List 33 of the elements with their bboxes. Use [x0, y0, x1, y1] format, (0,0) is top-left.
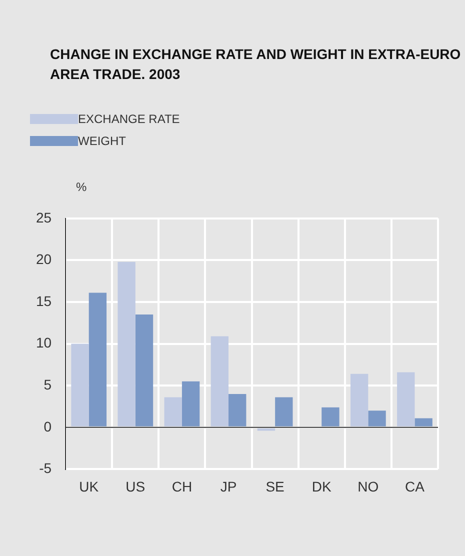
y-tick-label: 10: [36, 334, 52, 351]
bar: [397, 372, 415, 426]
bar: [228, 394, 246, 426]
x-tick-label: US: [126, 478, 146, 494]
y-tick-label: 20: [36, 251, 52, 268]
bar: [414, 418, 432, 426]
x-tick-label: JP: [220, 478, 237, 494]
bar: [275, 397, 293, 426]
legend-label: WEIGHT: [78, 134, 126, 148]
bar: [118, 262, 136, 426]
bar: [88, 292, 107, 426]
y-axis-title: %: [76, 180, 88, 196]
x-tick-label: CH: [172, 478, 192, 494]
y-tick-label: 15: [36, 292, 52, 309]
bar: [182, 381, 200, 426]
y-tick-label: 25: [36, 209, 52, 226]
y-tick-label: 5: [44, 376, 52, 392]
x-tick-label: SE: [266, 478, 284, 494]
bar: [164, 397, 182, 426]
bar: [210, 336, 229, 426]
bar: [71, 344, 89, 426]
x-tick-label: NO: [358, 478, 379, 494]
bar: [368, 410, 386, 426]
legend-label: EXCHANGE RATE: [78, 112, 180, 126]
bar: [135, 314, 154, 426]
x-tick-label: UK: [79, 478, 100, 494]
y-tick-label: 0: [44, 418, 52, 434]
x-tick-label: CA: [404, 478, 426, 494]
x-tick-label: DK: [312, 478, 332, 494]
y-tick-label: -5: [39, 460, 52, 476]
chart-title: CHANGE IN EXCHANGE RATE AND WEIGHT IN EXTRA-EURO AREA TRADE. 2003: [50, 45, 462, 84]
bar: [322, 407, 340, 426]
bar: [350, 374, 368, 426]
